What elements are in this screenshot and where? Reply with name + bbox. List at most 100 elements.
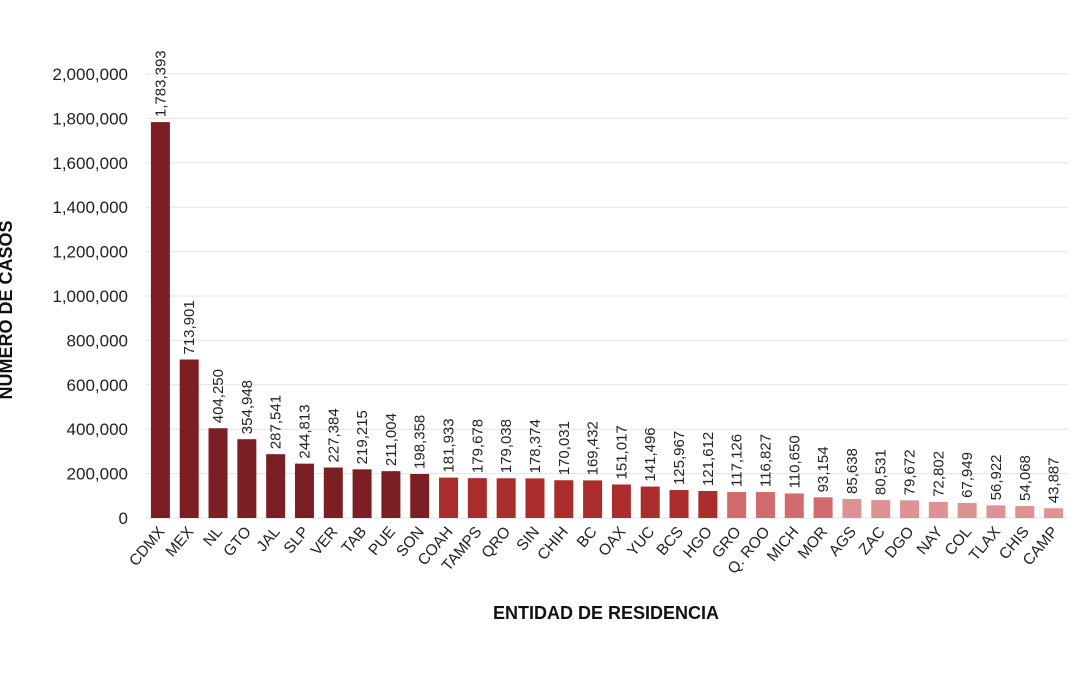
data-label: 179,678 bbox=[469, 419, 486, 473]
bar bbox=[986, 505, 1006, 518]
x-tick-label: JAL bbox=[254, 523, 284, 555]
data-label: 179,038 bbox=[498, 419, 515, 473]
data-label: 404,250 bbox=[210, 369, 227, 423]
bar bbox=[842, 498, 862, 518]
x-tick-label: CDMX bbox=[126, 523, 169, 569]
bar bbox=[957, 502, 977, 518]
x-tick-label: DGO bbox=[882, 524, 918, 562]
data-label: 1,783,393 bbox=[152, 50, 169, 117]
data-label: 43,887 bbox=[1046, 457, 1063, 503]
bar bbox=[525, 478, 545, 518]
x-tick-label: BCS bbox=[654, 524, 688, 559]
x-tick-label: QRO bbox=[478, 524, 514, 562]
x-tick-label: CHIH bbox=[534, 524, 571, 564]
data-label: 116,827 bbox=[757, 434, 774, 487]
data-label: 56,922 bbox=[988, 454, 1005, 500]
bar bbox=[179, 359, 199, 518]
y-axis-title: NÚMERO DE CASOS bbox=[0, 220, 16, 399]
y-tick-label: 400,000 bbox=[67, 420, 128, 439]
bar bbox=[496, 478, 516, 518]
bar bbox=[150, 122, 170, 518]
data-label: 219,215 bbox=[354, 410, 371, 464]
y-tick-label: 1,600,000 bbox=[52, 154, 128, 173]
data-label: 85,638 bbox=[844, 448, 861, 494]
bar bbox=[1015, 505, 1035, 518]
x-tick-label: NAY bbox=[914, 524, 947, 558]
bars bbox=[150, 122, 1064, 518]
y-tick-label: 1,000,000 bbox=[52, 287, 128, 306]
bar bbox=[323, 467, 343, 518]
bar bbox=[669, 490, 689, 518]
bar bbox=[410, 473, 430, 518]
x-tick-label: MEX bbox=[163, 523, 198, 560]
x-tick-label: TLAX bbox=[966, 523, 1004, 564]
data-label: 211,004 bbox=[383, 413, 400, 466]
data-label: 117,126 bbox=[729, 434, 746, 487]
bar bbox=[698, 491, 718, 518]
x-tick-label: TAB bbox=[338, 524, 370, 557]
data-label: 72,802 bbox=[930, 451, 947, 497]
data-label: 93,154 bbox=[815, 446, 832, 492]
x-tick-label: PUE bbox=[365, 524, 399, 559]
bar bbox=[727, 491, 747, 518]
x-tick-label: OAX bbox=[595, 523, 629, 560]
bar bbox=[640, 486, 660, 518]
bar bbox=[871, 500, 891, 518]
x-tick-label: AGS bbox=[826, 524, 860, 560]
data-label: 110,650 bbox=[786, 435, 803, 488]
data-label: 181,933 bbox=[441, 418, 458, 472]
bar bbox=[237, 439, 257, 518]
data-label: 79,672 bbox=[902, 449, 919, 495]
bar bbox=[208, 428, 228, 518]
value-labels: 1,783,393 713,901 404,250 354,948 287,541 244… bbox=[152, 50, 1062, 503]
data-label: 287,541 bbox=[268, 395, 285, 449]
y-tick-label: 1,400,000 bbox=[52, 198, 128, 217]
data-label: 151,017 bbox=[613, 425, 630, 479]
x-tick-label: YUC bbox=[624, 524, 658, 560]
data-label: 198,358 bbox=[412, 415, 429, 469]
bar bbox=[928, 501, 948, 518]
data-label: 227,384 bbox=[325, 408, 342, 462]
x-tick-label: MICH bbox=[764, 524, 802, 565]
x-axis-title: ENTIDAD DE RESIDENCIA bbox=[493, 603, 719, 623]
y-tick-label: 0 bbox=[119, 509, 128, 528]
x-tick-label: SLP bbox=[281, 524, 313, 557]
bar bbox=[755, 492, 775, 518]
bar bbox=[784, 493, 804, 518]
bar bbox=[352, 469, 372, 518]
y-tick-label: 800,000 bbox=[67, 331, 128, 350]
x-tick-label: VER bbox=[308, 524, 342, 559]
bar bbox=[900, 500, 920, 518]
x-tick-label: MOR bbox=[795, 524, 831, 563]
data-label: 178,374 bbox=[527, 419, 544, 473]
data-label: 67,949 bbox=[959, 452, 976, 498]
y-tick-label: 2,000,000 bbox=[52, 65, 128, 84]
y-tick-label: 600,000 bbox=[67, 376, 128, 395]
y-tick-label: 1,800,000 bbox=[52, 109, 128, 128]
bar bbox=[1044, 508, 1064, 518]
data-label: 713,901 bbox=[181, 300, 198, 354]
bar bbox=[813, 497, 833, 518]
x-tick-label: HGO bbox=[680, 524, 716, 562]
bar bbox=[266, 454, 286, 518]
y-tick-label: 1,200,000 bbox=[52, 243, 128, 262]
bar bbox=[439, 477, 459, 518]
x-tick-label: GTO bbox=[220, 524, 254, 560]
bar bbox=[583, 480, 603, 518]
bar bbox=[381, 471, 401, 518]
bar bbox=[467, 478, 487, 518]
data-label: 354,948 bbox=[239, 380, 256, 434]
data-label: 244,813 bbox=[296, 404, 313, 458]
data-label: 80,531 bbox=[873, 449, 890, 495]
data-label: 141,496 bbox=[642, 427, 659, 481]
data-label: 125,967 bbox=[671, 431, 688, 485]
data-label: 169,432 bbox=[585, 421, 602, 475]
y-axis-ticks: 0 200,000 400,000 600,000 800,000 1,000,000 1,… bbox=[52, 65, 128, 528]
bar bbox=[294, 463, 314, 518]
y-tick-label: 200,000 bbox=[67, 465, 128, 484]
data-label: 170,031 bbox=[556, 421, 573, 475]
bar bbox=[611, 484, 631, 518]
data-label: 54,068 bbox=[1017, 455, 1034, 501]
